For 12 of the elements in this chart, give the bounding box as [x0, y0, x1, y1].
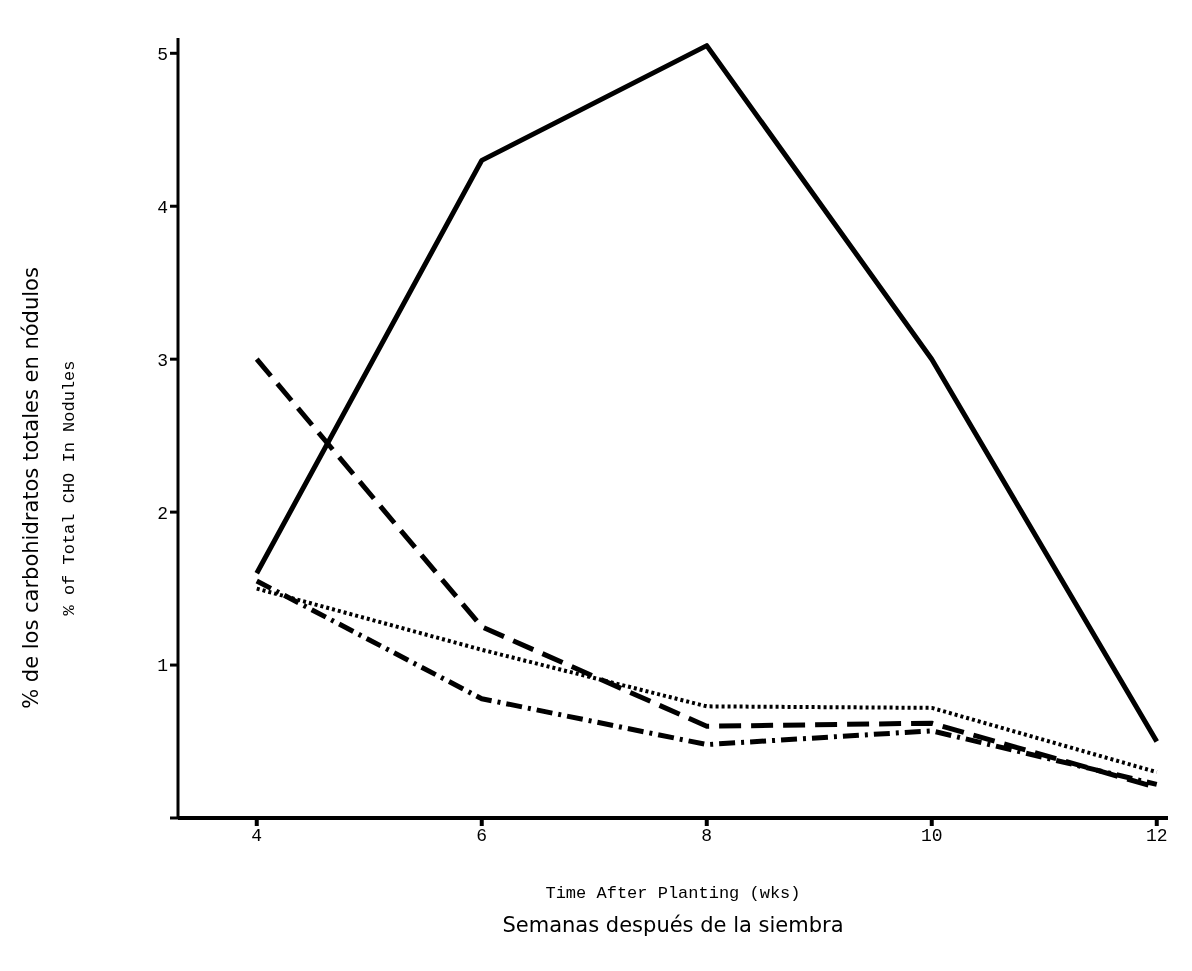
x-tick-label: 12 [1145, 825, 1168, 846]
y-axis-title: % de los carbohidratos totales en nódulos % of Total CHO In Nodules [19, 267, 79, 709]
y-tick-label: 1 [157, 656, 168, 677]
x-tick-label: 10 [920, 825, 943, 846]
y-tick-label: 4 [157, 197, 168, 218]
y-tick-label: 2 [157, 503, 168, 524]
x-tick-label: 6 [476, 825, 488, 846]
x-axis-title: Time After Planting (wks) Semanas después de la siembra [502, 884, 844, 937]
y-tick-label: 3 [157, 350, 168, 371]
x-tick-label: 8 [701, 825, 713, 846]
y-tick-label: 5 [157, 44, 168, 65]
x-tick-label: 4 [251, 825, 263, 846]
